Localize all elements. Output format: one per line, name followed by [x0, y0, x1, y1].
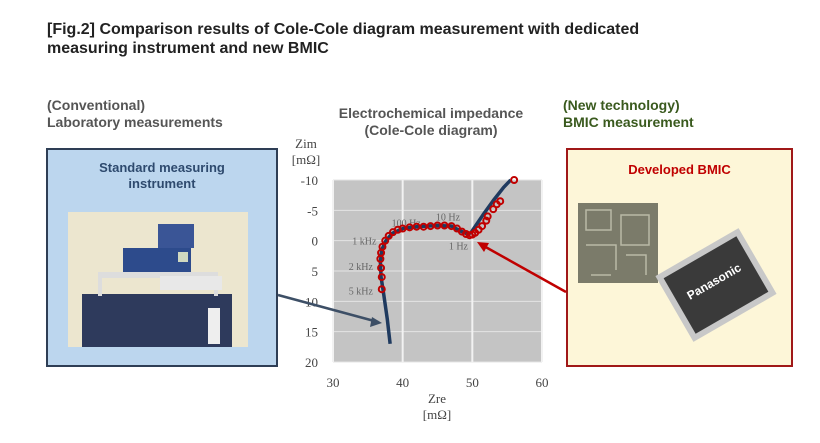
x-tick-label: 40: [396, 375, 409, 390]
frequency-annotation: 10 Hz: [436, 212, 461, 223]
bmic-chip-images: Panasonic: [578, 203, 777, 342]
chart-title: Electrochemical impedance: [339, 105, 524, 121]
left-caption-1: (Conventional): [47, 97, 145, 113]
bmic-data-point: [377, 273, 386, 282]
bmic-data-point: [496, 197, 505, 206]
y-tick-label: -5: [307, 203, 318, 218]
title-line-1: [Fig.2] Comparison results of Cole-Cole …: [47, 21, 640, 38]
x-axis-unit: [mΩ]: [423, 407, 451, 422]
y-tick-label: 0: [312, 234, 319, 249]
instrument-arrow-head: [370, 317, 382, 327]
frequency-annotation: 100 Hz: [392, 218, 422, 229]
left-caption-2: Laboratory measurements: [47, 114, 223, 130]
right-caption: (New technology) BMIC measurement: [563, 97, 694, 131]
frequency-annotation: 5 kHz: [349, 286, 374, 297]
title-line-2: measuring instrument and new BMIC: [47, 40, 329, 57]
frequency-annotation: 1 Hz: [449, 242, 469, 253]
figure-title: [Fig.2] Comparison results of Cole-Cole …: [47, 20, 767, 58]
bmic-label: Developed BMIC: [628, 162, 731, 177]
label-line-2: instrument: [128, 176, 196, 191]
y-tick-label: 20: [305, 355, 318, 370]
chart-subtitle: (Cole-Cole diagram): [364, 122, 497, 138]
label-line-1: Standard measuring: [99, 160, 225, 175]
frequency-annotation: 2 kHz: [349, 262, 374, 273]
x-tick-label: 60: [536, 375, 549, 390]
instrument-photo: [68, 212, 248, 347]
frequency-annotation: 1 kHz: [352, 237, 377, 248]
left-caption: (Conventional) Laboratory measurements: [47, 97, 223, 131]
instrument-arrow: [277, 293, 379, 324]
bmic-data-point: [482, 216, 491, 225]
bmic-data-point: [419, 222, 428, 231]
y-tick-label: 5: [312, 264, 319, 279]
bmic-data-point: [377, 285, 386, 294]
bmic-data-point: [478, 222, 487, 231]
bmic-data-point: [405, 223, 414, 232]
y-axis-unit: [mΩ]: [292, 152, 320, 167]
x-tick-label: 50: [466, 375, 479, 390]
bmic-data-point: [440, 221, 449, 230]
standard-instrument-box: Standard measuring instrument: [46, 148, 278, 367]
bmic-arrow: [481, 243, 567, 294]
bmic-box: Developed BMIC Panasonic: [566, 148, 793, 367]
y-tick-label: 15: [305, 325, 318, 340]
bmic-data-point: [483, 212, 492, 221]
bmic-data-point: [377, 263, 386, 272]
right-caption-2: BMIC measurement: [563, 114, 694, 130]
bmic-arrow-head: [477, 242, 489, 252]
x-tick-label: 30: [327, 375, 340, 390]
bmic-data-point: [426, 222, 435, 231]
bmic-data-point: [378, 242, 387, 251]
x-axis-label: Zre: [428, 391, 446, 406]
y-tick-label: -10: [301, 173, 318, 188]
bmic-data-point: [510, 176, 519, 184]
y-axis-label: Zim: [295, 136, 317, 151]
bmic-data-point: [398, 224, 407, 233]
right-caption-1: (New technology): [563, 97, 680, 113]
standard-instrument-label: Standard measuring instrument: [48, 160, 276, 192]
